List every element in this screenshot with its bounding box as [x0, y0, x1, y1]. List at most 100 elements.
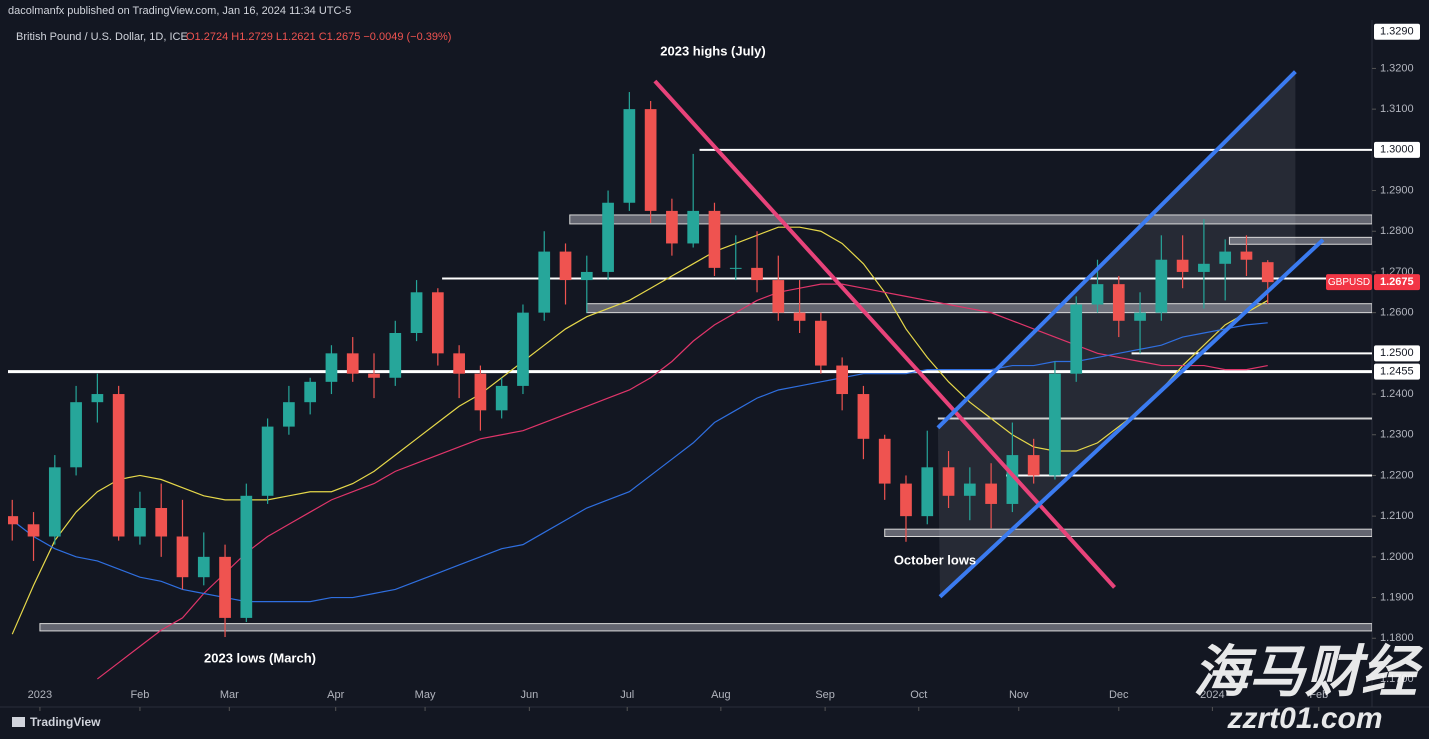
candle-body	[559, 251, 572, 281]
y-tick-label: 1.2200	[1380, 469, 1414, 481]
y-tick-label: 1.2300	[1380, 429, 1414, 441]
brand-logo	[12, 717, 25, 727]
candle-body	[368, 373, 380, 378]
candle-body	[1155, 259, 1168, 313]
watermark: 海马财经	[1193, 640, 1423, 703]
y-tick-label: 1.3200	[1380, 62, 1414, 74]
x-tick-label: Sep	[815, 689, 835, 701]
candle-body	[1219, 251, 1232, 264]
candle-body	[878, 438, 891, 484]
candle-body	[48, 467, 61, 537]
price-label-box	[1374, 345, 1420, 362]
watermark: zzrt01.com	[1226, 702, 1382, 735]
candle-body	[261, 426, 274, 496]
zone	[569, 214, 1372, 225]
candle-body	[1198, 263, 1210, 272]
x-tick-label: Mar	[220, 689, 239, 701]
symbol: British Pound / U.S. Dollar, 1D, ICE	[16, 31, 188, 43]
x-tick-label: Jun	[520, 689, 538, 701]
candle-body	[751, 267, 763, 281]
price-label-box	[1374, 363, 1420, 380]
candle-body	[240, 495, 253, 618]
candle-body	[857, 394, 870, 439]
candle-body	[474, 373, 487, 411]
candle-body	[1091, 284, 1104, 305]
candle-body	[304, 381, 317, 403]
candle-body	[495, 385, 508, 411]
x-tick-label: 2023	[28, 689, 52, 701]
y-tick-label: 1.2100	[1380, 510, 1414, 522]
footer-brand: TradingView	[30, 715, 101, 729]
candle-body	[453, 353, 465, 374]
candle-body	[1112, 284, 1125, 321]
plot	[8, 70, 1372, 680]
candle-body	[708, 210, 721, 268]
x-tick-label: Aug	[711, 689, 731, 701]
candle-body	[112, 394, 125, 537]
zone	[884, 528, 1372, 537]
candle-body	[815, 320, 827, 366]
price-label-box	[1374, 141, 1420, 158]
y-tick-label: 1.2000	[1380, 551, 1414, 563]
candle-body	[942, 467, 955, 496]
candle-body	[1240, 251, 1253, 260]
trendline	[936, 70, 1297, 430]
candle-body	[27, 524, 40, 537]
candle-body	[1070, 304, 1083, 374]
candle-body	[602, 202, 614, 272]
x-tick-label: Feb	[1309, 689, 1328, 701]
candle-body	[1027, 455, 1040, 476]
x-tick-label: Dec	[1109, 689, 1129, 701]
x-tick-label: Oct	[910, 689, 927, 701]
x-tick-label: Apr	[327, 689, 344, 701]
candle-body	[325, 353, 338, 382]
candle-body	[283, 402, 295, 427]
candle-body	[346, 353, 359, 374]
price-label: 1.3000	[1380, 144, 1414, 156]
candle-body	[623, 109, 636, 203]
annotation: 2023 lows (March)	[204, 650, 316, 665]
price-label: 1.3290	[1380, 26, 1414, 38]
price-label-box	[1374, 23, 1420, 40]
candle-body	[1006, 455, 1019, 504]
y-tick-label: 1.2900	[1380, 184, 1414, 196]
publisher: dacolmanfx published on TradingView.com,…	[8, 5, 351, 17]
candle-body	[580, 271, 593, 281]
candle-body	[70, 402, 82, 468]
candle-body	[91, 394, 104, 403]
candle-body	[431, 292, 444, 354]
ticker-box	[1326, 274, 1372, 291]
candle-body	[538, 251, 551, 313]
y-tick-label: 1.2400	[1380, 388, 1414, 400]
candle-body	[687, 210, 700, 244]
candle-body	[410, 292, 423, 333]
candle-body	[219, 556, 231, 618]
zone	[1228, 236, 1372, 245]
ticker: GBPUSD	[1328, 277, 1370, 288]
price-label: 1.2500	[1380, 347, 1414, 359]
last-price-box	[1374, 274, 1420, 291]
candle-body	[772, 280, 785, 313]
ohlc: O1.2724 H1.2729 L1.2621 C1.2675 −0.0049 …	[186, 31, 451, 43]
x-tick-label: Nov	[1009, 689, 1029, 701]
last-price: 1.2675	[1380, 276, 1414, 288]
candle-body	[666, 210, 678, 244]
price-label: 1.2455	[1380, 366, 1414, 378]
candle-body	[985, 483, 997, 504]
x-tick-label: 2024	[1200, 689, 1224, 701]
y-tick-label: 1.2600	[1380, 307, 1414, 319]
candle-body	[1049, 373, 1061, 476]
candle-body	[644, 109, 657, 211]
y-tick-label: 1.3100	[1380, 103, 1414, 115]
candle-body	[729, 267, 742, 269]
zone	[39, 623, 1372, 632]
candle-body	[1134, 312, 1146, 321]
candle-body	[155, 508, 168, 537]
y-tick-label: 1.1800	[1380, 632, 1414, 644]
candle-body	[517, 312, 529, 386]
candle-body	[900, 483, 912, 517]
y-tick-label: 1.2800	[1380, 225, 1414, 237]
candle-body	[921, 467, 934, 517]
